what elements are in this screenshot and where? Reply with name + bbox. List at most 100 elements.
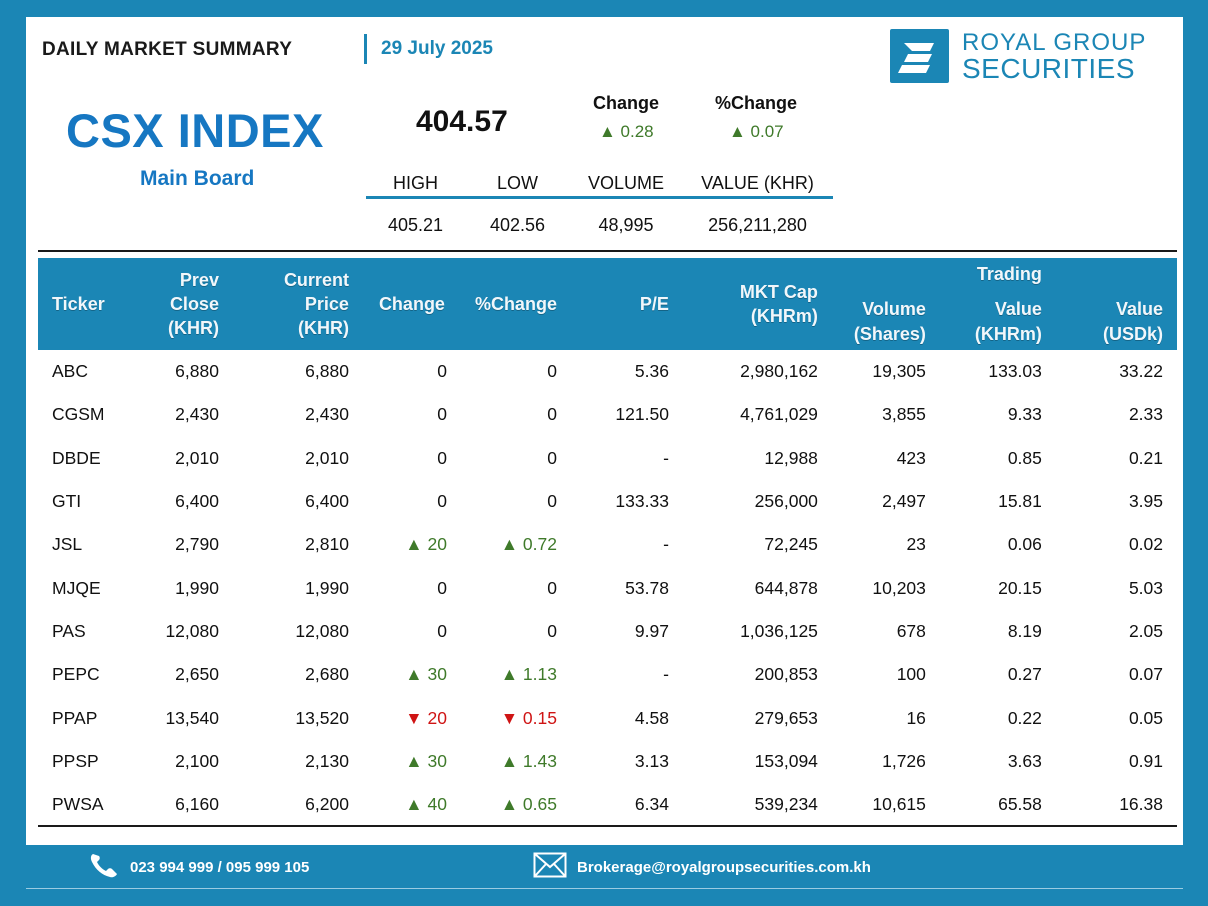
- cell-pe: 121.50: [615, 404, 669, 425]
- index-stats: HIGH LOW VOLUME VALUE (KHR) 405.21 402.5…: [366, 173, 833, 236]
- cell-prev-close: 2,100: [175, 750, 219, 771]
- cell-value-khr: 65.58: [939, 782, 1056, 828]
- cell-mkt-cap: 200,853: [754, 664, 818, 685]
- cell-value-khr: 0.85: [1007, 447, 1042, 468]
- cell-volume: 100: [896, 664, 926, 685]
- cell-mkt-cap: 153,094: [754, 750, 818, 771]
- cell-volume: 678: [896, 620, 926, 641]
- cell-current-price: 2,130: [305, 750, 349, 771]
- stats-header-high: HIGH: [393, 173, 438, 193]
- stats-header-row: HIGH LOW VOLUME VALUE (KHR): [366, 173, 833, 194]
- footer-line: [26, 888, 1183, 889]
- cell-mkt-cap: 539,234: [682, 782, 832, 828]
- table-header-row: Ticker Prev Close (KHR) Current Price (KHR…: [38, 258, 1177, 350]
- cell-current-price: 2,430: [305, 404, 349, 425]
- cell-mkt-cap: 12,988: [764, 447, 818, 468]
- phone-icon: [88, 851, 120, 884]
- cell-pct-change: 0: [547, 491, 557, 512]
- cell-prev-close: 6,400: [175, 491, 219, 512]
- cell-current-price: 2,010: [305, 447, 349, 468]
- footer-email: Brokerage@royalgroupsecurities.com.kh: [533, 850, 871, 884]
- index-change-label: Change: [593, 93, 660, 113]
- cell-current-price: 1,990: [305, 577, 349, 598]
- cell-pe: 53.78: [625, 577, 669, 598]
- cell-value-usd: 2.05: [1128, 620, 1163, 641]
- cell-volume: 2,497: [882, 491, 926, 512]
- cell-change: 0: [437, 361, 447, 382]
- cell-pct-change: ▼ 0.15: [500, 707, 557, 728]
- index-name: CSX INDEX: [66, 104, 324, 157]
- col-header-change: Change: [362, 258, 461, 350]
- col-header-prev-close-line2: (KHR): [167, 318, 219, 339]
- cell-prev-close: 6,160: [119, 782, 233, 828]
- cell-volume: 1,726: [882, 750, 926, 771]
- cell-prev-close: 13,540: [165, 707, 219, 728]
- cell-change: 0: [437, 620, 447, 641]
- cell-value-usd: 0.91: [1128, 750, 1163, 771]
- cell-pct-change: ▲ 1.43: [500, 750, 557, 771]
- col-header-value-khr: Trading Value (KHRm): [939, 258, 1056, 350]
- table-row: GTI 6,400 6,400 0 0 133.33 256,000 2,497 15.81 3.…: [38, 480, 1177, 523]
- company-logo: ROYAL GROUP SECURITIES: [890, 29, 1155, 85]
- cell-mkt-cap: 1,036,125: [740, 620, 818, 641]
- cell-ticker: PAS: [52, 620, 86, 641]
- cell-ticker: JSL: [52, 534, 83, 555]
- cell-pct-change: ▲ 1.13: [500, 664, 557, 685]
- col-header-volume: Volume (Shares): [831, 258, 940, 350]
- table-row: JSL 2,790 2,810 ▲ 20 ▲ 0.72 - 72,245 23 0.06 0.02: [38, 523, 1177, 566]
- col-header-value-usd: Value (USDk): [1055, 258, 1177, 350]
- cell-pe: 3.13: [634, 750, 669, 771]
- cell-ticker: PWSA: [38, 782, 120, 828]
- cell-volume: 423: [896, 447, 926, 468]
- cell-mkt-cap: 644,878: [754, 577, 818, 598]
- cell-change: ▲ 40: [362, 782, 461, 828]
- col-header-value-khr-line1: Value: [994, 299, 1042, 320]
- cell-ticker: DBDE: [52, 447, 101, 468]
- cell-pct-change: 0: [547, 404, 557, 425]
- stats-low-value: 402.56: [489, 215, 546, 235]
- index-value: 404.57: [416, 105, 508, 138]
- cell-value-usd: 5.03: [1128, 577, 1163, 598]
- cell-current-price: 12,080: [295, 620, 349, 641]
- cell-pct-change: 0: [547, 447, 557, 468]
- summary-title: DAILY MARKET SUMMARY: [42, 39, 293, 60]
- stats-header-volume: VOLUME: [587, 173, 665, 193]
- cell-pct-change: 0: [547, 577, 557, 598]
- cell-change: ▼ 20: [405, 707, 447, 728]
- cell-value-khr: 8.19: [1007, 620, 1042, 641]
- cell-pct-change: ▲ 0.65: [460, 782, 571, 828]
- col-header-value-usd-line2: (USDk): [1102, 323, 1163, 344]
- cell-prev-close: 6,880: [175, 361, 219, 382]
- cell-value-khr: 3.63: [1007, 750, 1042, 771]
- cell-prev-close: 2,650: [175, 664, 219, 685]
- footer-email-text[interactable]: Brokerage@royalgroupsecurities.com.kh: [577, 858, 871, 876]
- col-header-volume-line2: (Shares): [853, 323, 926, 344]
- cell-current-price: 13,520: [295, 707, 349, 728]
- cell-value-khr: 0.06: [1007, 534, 1042, 555]
- cell-pe: 6.34: [570, 782, 683, 828]
- table-row: PPSP 2,100 2,130 ▲ 30 ▲ 1.43 3.13 153,094 1,726…: [38, 740, 1177, 783]
- cell-mkt-cap: 72,245: [764, 534, 818, 555]
- stats-high-value: 405.21: [387, 215, 444, 235]
- cell-pct-change: 0: [547, 620, 557, 641]
- col-header-mkt-cap: MKT Cap (KHRm): [682, 258, 832, 350]
- stats-header-low: LOW: [496, 173, 538, 193]
- cell-ticker: ABC: [52, 361, 88, 382]
- col-header-volume-line1: Volume: [862, 299, 926, 320]
- footer-phone: 023 994 999 / 095 999 105: [88, 850, 309, 884]
- stats-value-khr-value: 256,211,280: [708, 215, 807, 235]
- cell-value-usd: 3.95: [1128, 491, 1163, 512]
- cell-prev-close: 2,790: [175, 534, 219, 555]
- cell-change: 0: [437, 491, 447, 512]
- col-header-pe: P/E: [570, 258, 683, 350]
- cell-change: 0: [437, 447, 447, 468]
- cell-pe: 133.33: [615, 491, 669, 512]
- cell-change: ▲ 30: [405, 750, 447, 771]
- cell-change: ▲ 30: [405, 664, 447, 685]
- cell-ticker: CGSM: [52, 404, 105, 425]
- cell-value-khr: 20.15: [998, 577, 1042, 598]
- cell-current-price: 6,200: [232, 782, 363, 828]
- cell-pct-change: ▲ 0.72: [500, 534, 557, 555]
- cell-pe: -: [663, 664, 669, 685]
- cell-mkt-cap: 279,653: [754, 707, 818, 728]
